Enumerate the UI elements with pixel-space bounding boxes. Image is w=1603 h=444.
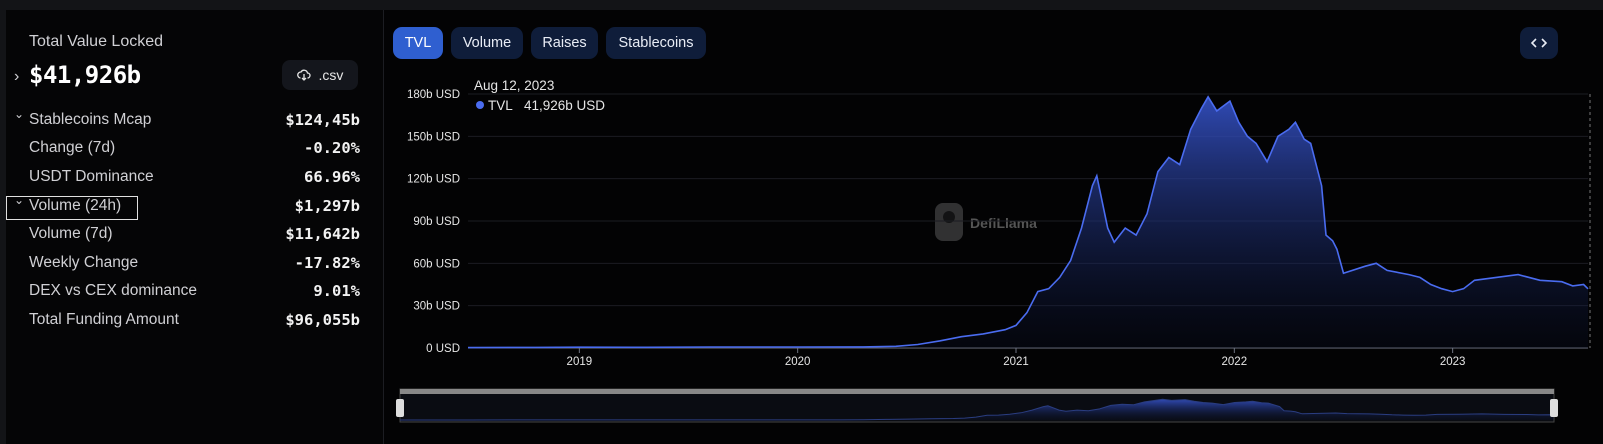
- tvl-value: $41,926b: [29, 61, 141, 89]
- stat-value: $11,642b: [285, 225, 360, 243]
- stat-label: Stablecoins Mcap: [29, 111, 152, 128]
- chart-panel: TVL Volume Raises Stablecoins DefiLlama 0 U…: [384, 10, 1603, 444]
- highlight-box: [6, 196, 138, 220]
- stat-value: $96,055b: [285, 311, 360, 329]
- stat-value: 9.01%: [313, 282, 360, 300]
- stat-value: $124,45b: [285, 111, 360, 129]
- y-tick-label: 120b USD: [407, 174, 460, 186]
- stat-label: Weekly Change: [29, 254, 139, 271]
- tvl-area: [468, 96, 1588, 348]
- stat-value: 66.96%: [304, 168, 360, 186]
- brush-line: [400, 398, 1555, 421]
- tvl-line: [467, 95, 1589, 349]
- stat-value: $1,297b: [294, 197, 360, 215]
- x-tick-label: 2019: [567, 356, 593, 368]
- y-tick-label: 180b USD: [407, 89, 460, 101]
- stat-label: USDT Dominance: [29, 168, 154, 185]
- y-tick-label: 30b USD: [413, 301, 460, 313]
- stat-label: DEX vs CEX dominance: [29, 282, 197, 299]
- brush-handle[interactable]: [396, 399, 404, 417]
- brush-bar: [400, 389, 1554, 394]
- summary-panel: Total Value Locked › $41,926b .csv Stabl…: [6, 10, 384, 444]
- watermark: DefiLlama: [970, 215, 1037, 231]
- chevron[interactable]: ⌄: [14, 193, 25, 207]
- stat-label: Volume (7d): [29, 225, 113, 242]
- embed-button[interactable]: [1520, 27, 1558, 59]
- stat-label: Volume (24h): [29, 197, 122, 214]
- stat-label: Change (7d): [29, 139, 116, 156]
- chevron[interactable]: ›: [14, 68, 20, 85]
- stat-value: -17.82%: [294, 254, 360, 272]
- brush-handle[interactable]: [1550, 399, 1558, 417]
- code-icon: [1530, 38, 1548, 48]
- y-tick-label: 90b USD: [413, 216, 460, 228]
- x-tick-label: 2021: [1003, 356, 1029, 368]
- stat-label: Total Funding Amount: [29, 311, 179, 328]
- watermark-logo: [935, 203, 963, 241]
- tooltip-date: Aug 12, 2023: [474, 78, 554, 93]
- tab[interactable]: TVL: [393, 27, 443, 59]
- y-tick-label: 60b USD: [413, 258, 460, 270]
- tab[interactable]: Volume: [451, 27, 523, 59]
- y-tick-label: 0 USD: [426, 343, 460, 355]
- x-tick-label: 2022: [1222, 356, 1248, 368]
- y-tick-label: 150b USD: [407, 131, 460, 143]
- x-tick-label: 2023: [1440, 356, 1466, 368]
- csv-label: .csv: [318, 67, 344, 83]
- chart: DefiLlama 0 USD 30b USD 60b USD 90b USD 120b…: [396, 78, 1591, 423]
- download-icon: [296, 69, 311, 81]
- x-tick-label: 2020: [785, 356, 811, 368]
- tooltip-value: 41,926b USD: [524, 98, 605, 113]
- tab[interactable]: Stablecoins: [606, 27, 706, 59]
- stat-value: -0.20%: [304, 139, 360, 157]
- tooltip-dot: [476, 101, 484, 109]
- chevron[interactable]: ⌄: [14, 107, 25, 121]
- brush-area: [400, 399, 1554, 420]
- csv-button[interactable]: .csv: [282, 60, 358, 90]
- tooltip-series: TVL: [488, 98, 513, 113]
- tab[interactable]: Raises: [531, 27, 598, 59]
- tvl-title: Total Value Locked: [29, 33, 164, 50]
